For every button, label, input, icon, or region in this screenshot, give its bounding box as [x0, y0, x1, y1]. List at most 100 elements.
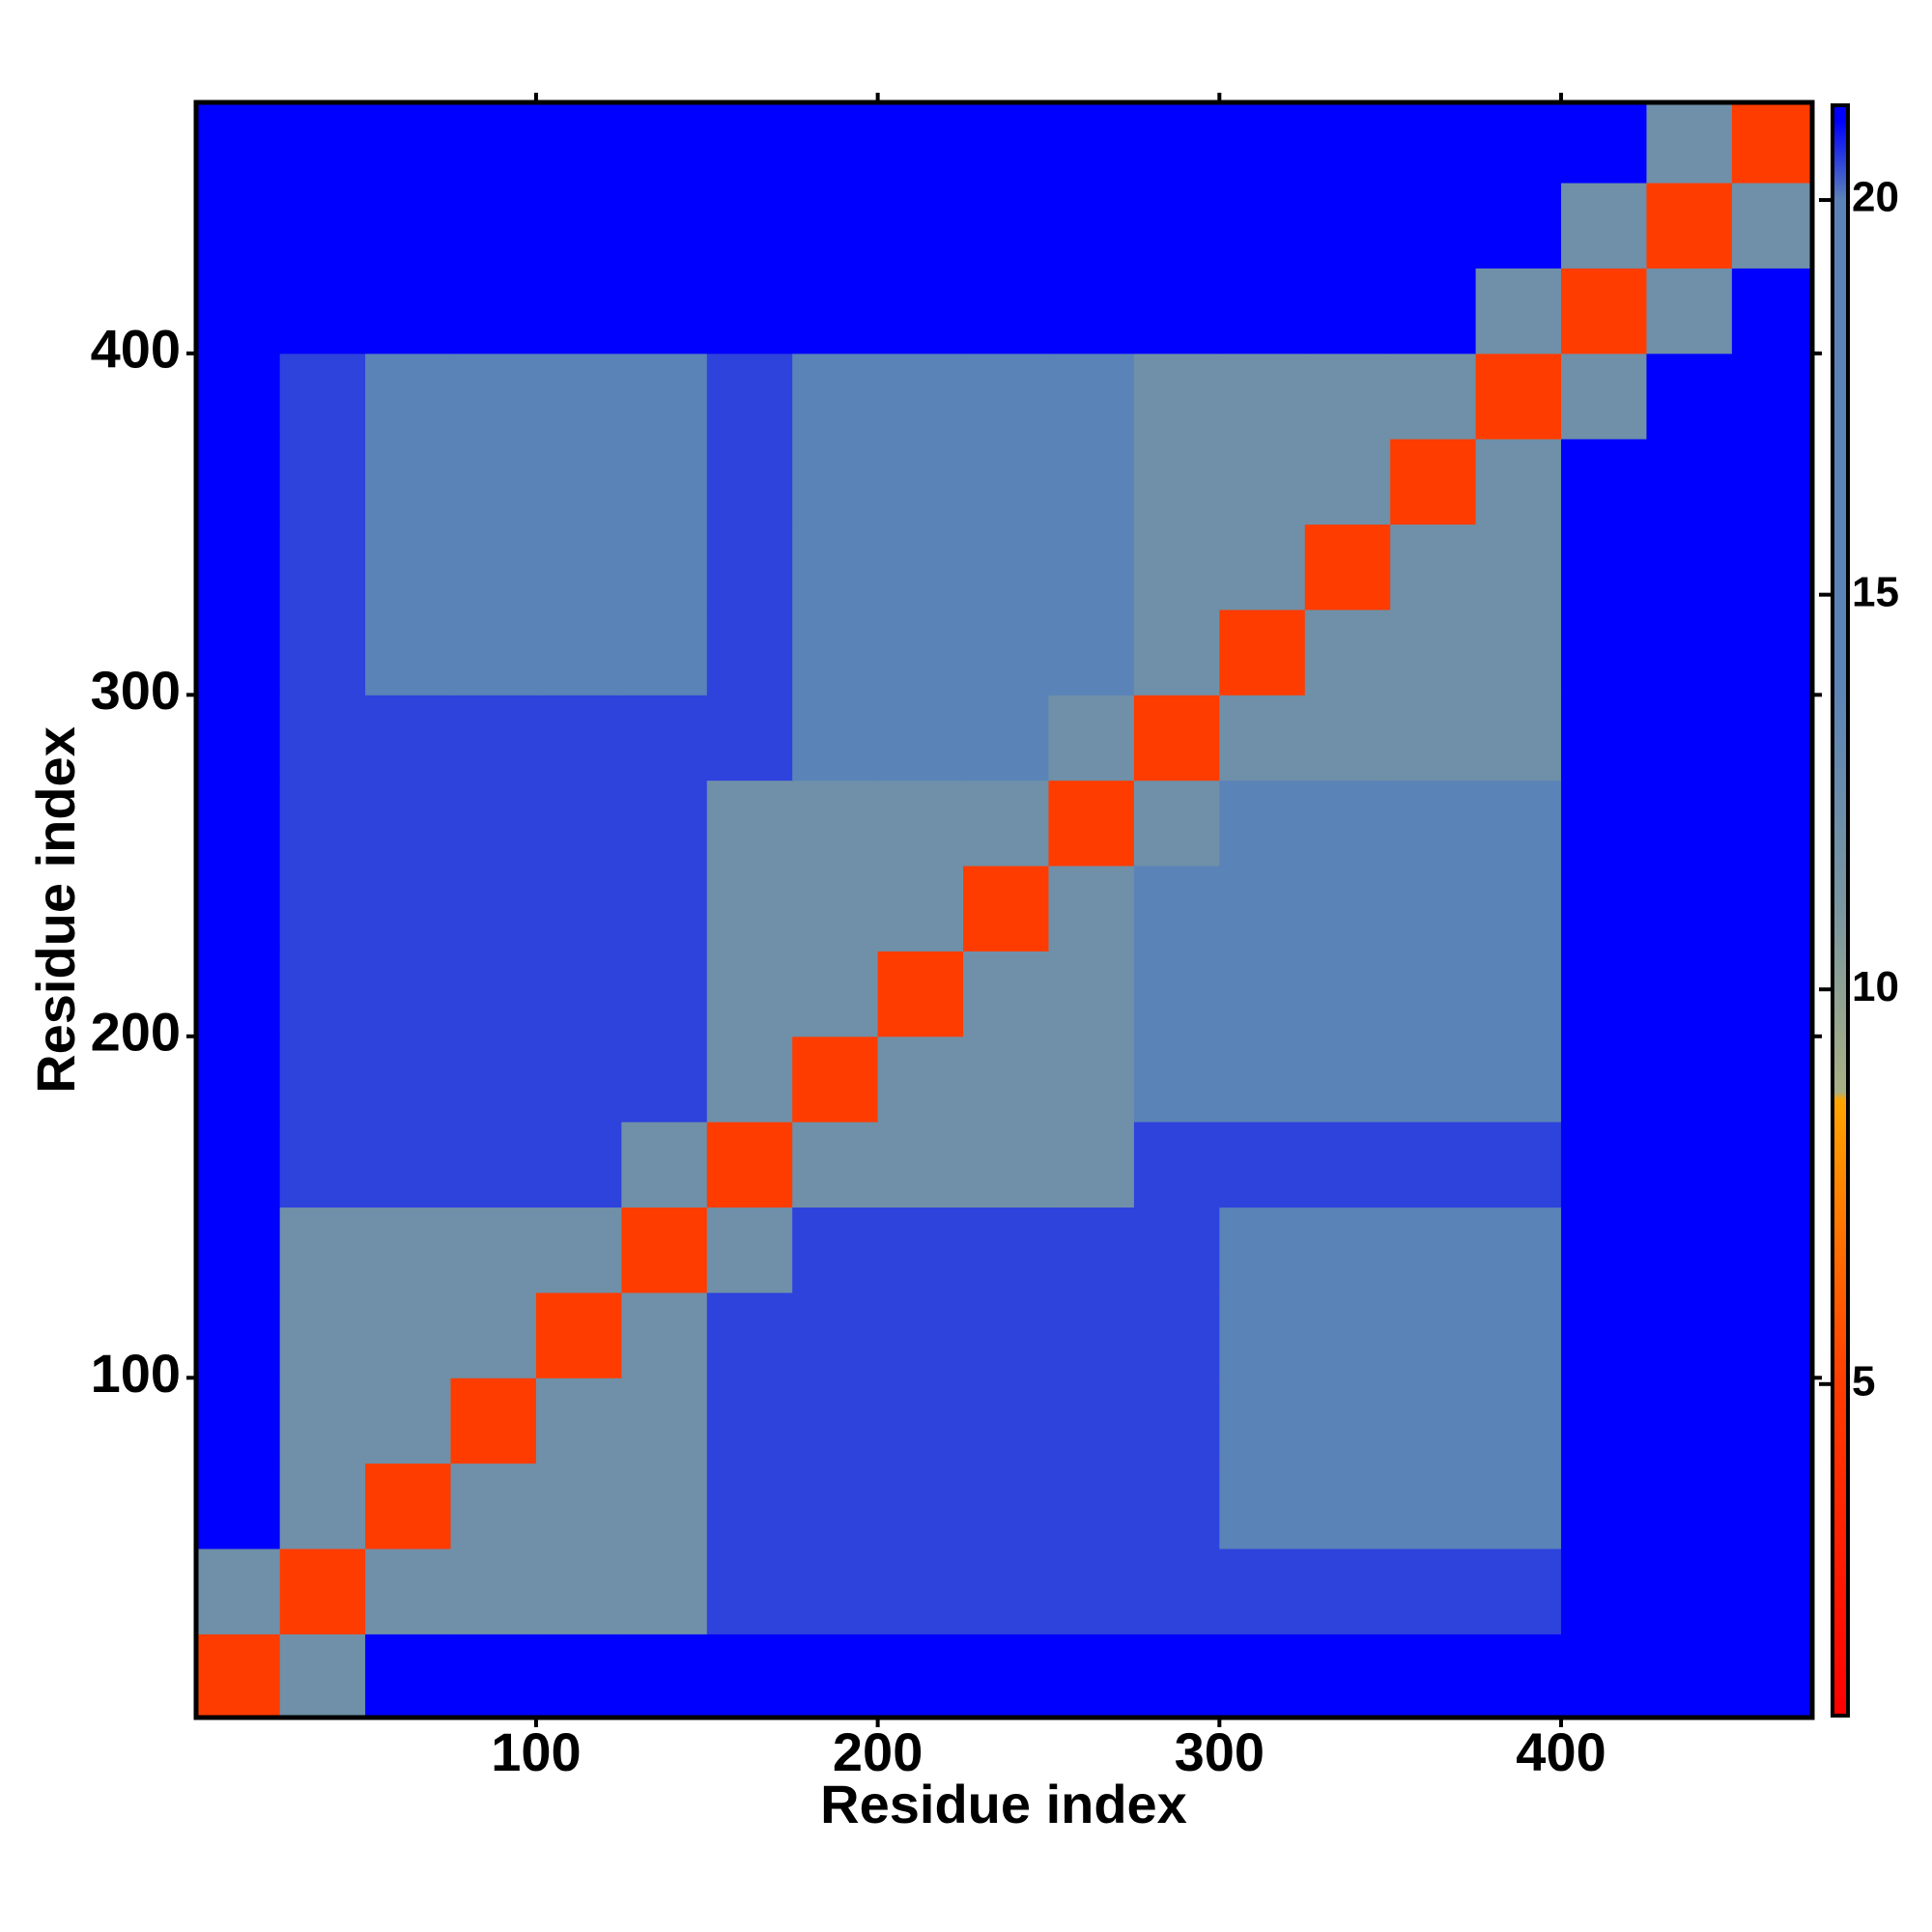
heatmap-cell [1475, 524, 1562, 611]
heatmap-cell [535, 524, 622, 611]
heatmap-cell [1304, 183, 1391, 269]
heatmap-cell [792, 439, 879, 526]
heatmap-cell [279, 102, 366, 184]
heatmap-cell [1731, 951, 1812, 1037]
heatmap-cell [877, 268, 964, 355]
heatmap-cell [279, 1378, 366, 1464]
heatmap-cell [535, 780, 622, 867]
heatmap-cell [196, 1292, 281, 1378]
heatmap-cell [365, 1122, 452, 1208]
heatmap-cell [621, 524, 708, 611]
heatmap-cell [706, 866, 793, 952]
heatmap-cell [792, 609, 879, 696]
heatmap-cell [1304, 1548, 1391, 1634]
heatmap-cell [279, 439, 366, 526]
heatmap-cell [963, 695, 1049, 781]
heatmap-cell [877, 1292, 964, 1378]
heatmap-cell [1304, 353, 1391, 440]
heatmap-cell [365, 780, 452, 867]
heatmap-cell [1390, 1634, 1477, 1718]
heatmap-cell [279, 1548, 366, 1634]
heatmap-cell [535, 1036, 622, 1122]
heatmap-cell [621, 1292, 708, 1378]
heatmap-cell [792, 1634, 879, 1718]
heatmap-cell [621, 951, 708, 1037]
heatmap-cell [1646, 524, 1733, 611]
heatmap-cell [1561, 439, 1647, 526]
heatmap-cell [621, 866, 708, 952]
colorbar [1831, 103, 1850, 1718]
heatmap-cell [1475, 866, 1562, 952]
heatmap-cell [706, 183, 793, 269]
heatmap-cell [1475, 183, 1562, 269]
heatmap-cell [196, 1122, 281, 1208]
heatmap-cell [365, 439, 452, 526]
heatmap-cell [1304, 951, 1391, 1037]
heatmap-cell [1133, 439, 1220, 526]
heatmap-cell [1561, 1548, 1647, 1634]
heatmap-cell [1646, 1036, 1733, 1122]
y-tick-label: 100 [91, 1343, 181, 1404]
heatmap-cell [450, 609, 537, 696]
heatmap-cell [621, 1122, 708, 1208]
heatmap-cell [450, 1463, 537, 1549]
heatmap-cell [1048, 1378, 1135, 1464]
heatmap-cell [1561, 609, 1647, 696]
heatmap-cell [877, 102, 964, 184]
heatmap-cell [535, 268, 622, 355]
heatmap-cell [1561, 866, 1647, 952]
heatmap-cell [1561, 1463, 1647, 1549]
heatmap-cell [196, 1036, 281, 1122]
heatmap-cell [1133, 1634, 1220, 1718]
heatmap-cell [1304, 524, 1391, 611]
heatmap-cell [1646, 353, 1733, 440]
heatmap-cell [1646, 1292, 1733, 1378]
heatmap-cell [792, 951, 879, 1037]
heatmap-cell [1304, 1122, 1391, 1208]
heatmap-cell [1219, 1378, 1306, 1464]
heatmap-cell [279, 1292, 366, 1378]
heatmap-cell [963, 866, 1049, 952]
heatmap-cell [1133, 1122, 1220, 1208]
heatmap-cell [1646, 1378, 1733, 1464]
heatmap-cell [365, 951, 452, 1037]
heatmap-cell [535, 1634, 622, 1718]
heatmap-cell [1048, 183, 1135, 269]
heatmap-cell [535, 609, 622, 696]
heatmap-cell [196, 951, 281, 1037]
heatmap-cell [279, 353, 366, 440]
heatmap-cell [196, 866, 281, 952]
heatmap-cell [1133, 1207, 1220, 1293]
heatmap-cell [1731, 102, 1812, 184]
heatmap-cell [1219, 102, 1306, 184]
heatmap-cell [877, 1548, 964, 1634]
heatmap-cell [1133, 183, 1220, 269]
heatmap-cell [1475, 1634, 1562, 1718]
heatmap-cell [535, 1378, 622, 1464]
heatmap-cell [1731, 1463, 1812, 1549]
heatmap-cell [1304, 1463, 1391, 1549]
heatmap-cell [1048, 1122, 1135, 1208]
heatmap-cell [1219, 609, 1306, 696]
heatmap-cell [1475, 1207, 1562, 1293]
heatmap-cell [621, 1378, 708, 1464]
heatmap-cell [1048, 780, 1135, 867]
heatmap-cell [706, 1634, 793, 1718]
heatmap-cell [365, 695, 452, 781]
heatmap-cell [1390, 1036, 1477, 1122]
heatmap-cell [1048, 866, 1135, 952]
heatmap-cell [706, 1378, 793, 1464]
heatmap-cell [1475, 780, 1562, 867]
heatmap-cell [1646, 1122, 1733, 1208]
heatmap-cell [1646, 1634, 1733, 1718]
heatmap-cell [450, 183, 537, 269]
heatmap-cell [1133, 1036, 1220, 1122]
heatmap-cell [621, 695, 708, 781]
heatmap-cell [963, 1036, 1049, 1122]
heatmap-cell [1475, 1292, 1562, 1378]
heatmap-cell [1475, 1036, 1562, 1122]
heatmap-cell [877, 1634, 964, 1718]
heatmap-cell [196, 439, 281, 526]
heatmap-cell [963, 353, 1049, 440]
